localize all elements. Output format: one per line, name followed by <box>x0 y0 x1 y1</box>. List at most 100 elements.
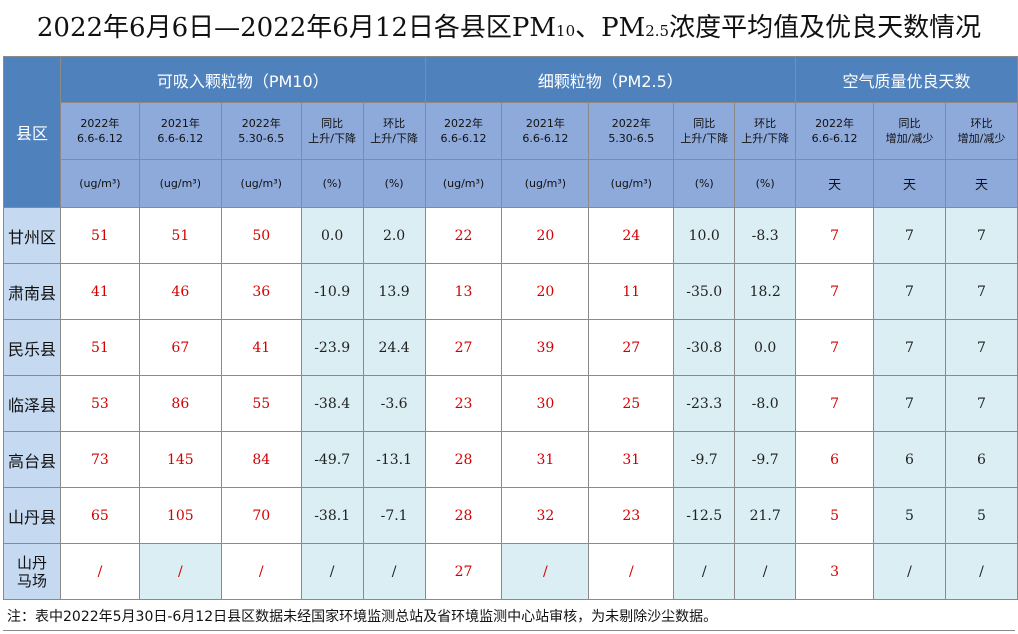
header-pm25-unit-1: (ug/m³) <box>501 159 590 208</box>
value-cell: / <box>588 543 675 600</box>
value-cell: 5 <box>944 487 1018 544</box>
county-line1: 山丹 <box>16 553 47 572</box>
header-pm25-unit-0: (ug/m³) <box>424 159 503 208</box>
header-pm10-unit-1: (ug/m³) <box>138 159 222 208</box>
header-days-col-0: 2022年 6.6-6.12 <box>795 102 875 160</box>
value-cell: / <box>362 543 426 600</box>
header-group-row: 县区 可吸入颗粒物（PM10） 细颗粒物（PM2.5） 空气质量优良天数 <box>3 56 1018 208</box>
header-pm25-col-0: 2022年 6.6-6.12 <box>424 102 503 160</box>
header-pm25-col-3-line2: 上升/下降 <box>680 132 729 145</box>
value-cell: 39 <box>501 319 590 376</box>
value-cell: 6 <box>795 431 875 488</box>
header-group-pm25: 细颗粒物（PM2.5） <box>424 56 797 103</box>
value-cell: -49.7 <box>300 431 364 488</box>
title-separator: 、PM <box>575 13 646 43</box>
header-pm25-col-2: 2022年 5.30-6.5 <box>588 102 675 160</box>
header-pm10-unit-4: (%) <box>362 159 426 208</box>
value-cell: 36 <box>220 263 302 320</box>
value-cell: -8.0 <box>734 375 797 432</box>
value-cell: 7 <box>795 207 875 264</box>
value-cell: 31 <box>501 431 590 488</box>
value-cell: / <box>673 543 736 600</box>
value-cell: 20 <box>501 207 590 264</box>
value-cell: -38.4 <box>300 375 364 432</box>
value-cell: 13 <box>424 263 503 320</box>
value-cell: 0.0 <box>300 207 364 264</box>
value-cell: 22 <box>424 207 503 264</box>
value-cell: -10.9 <box>300 263 364 320</box>
header-pm25-col-1: 2021年 6.6-6.12 <box>501 102 590 160</box>
county-cell: 甘州区 <box>3 207 61 264</box>
value-cell: 7 <box>944 207 1018 264</box>
value-cell: 7 <box>944 319 1018 376</box>
value-cell: 86 <box>138 375 222 432</box>
value-cell: -30.8 <box>673 319 736 376</box>
header-pm10-col-1: 2021年 6.6-6.12 <box>138 102 222 160</box>
value-cell: -9.7 <box>673 431 736 488</box>
value-cell: 24.4 <box>362 319 426 376</box>
value-cell: / <box>873 543 946 600</box>
header-pm25-col-3: 同比上升/下降 <box>673 102 736 160</box>
table-row: 民乐县 51 67 41 -23.9 24.4 27 39 27 -30.8 0.0 7 7 7 <box>3 319 1018 376</box>
value-cell: -13.1 <box>362 431 426 488</box>
value-cell: 2.0 <box>362 207 426 264</box>
header-group-good-days: 空气质量优良天数 <box>795 56 1018 103</box>
header-pm25-col-3-line1: 同比 <box>693 117 716 130</box>
header-pm25-col-2-line1: 2022年 <box>611 117 651 130</box>
header-pm25-unit-3: (%) <box>673 159 736 208</box>
value-cell: 7 <box>873 263 946 320</box>
header-pm10-col-1-line2: 6.6-6.12 <box>157 132 204 145</box>
value-cell: 7 <box>873 319 946 376</box>
value-cell: -38.1 <box>300 487 364 544</box>
header-days-unit-1: 天 <box>873 159 946 208</box>
value-cell: 65 <box>59 487 140 544</box>
value-cell: / <box>59 543 140 600</box>
value-cell: 7 <box>944 375 1018 432</box>
header-pm10-col-4-line1: 环比 <box>383 117 406 130</box>
value-cell: / <box>138 543 222 600</box>
value-cell: 24 <box>588 207 675 264</box>
value-cell: -23.9 <box>300 319 364 376</box>
table-row: 山丹 马场 / / / //27// //3// <box>3 543 1018 600</box>
value-cell: 28 <box>424 431 503 488</box>
header-pm25-col-4-line1: 环比 <box>754 117 777 130</box>
value-cell: 7 <box>944 263 1018 320</box>
header-pm10-col-1-line1: 2021年 <box>160 117 200 130</box>
title-rest: 浓度平均值及优良天数情况 <box>669 13 982 43</box>
header-unit-row: (ug/m³) (ug/m³) (ug/m³) (%) (%) (ug/m³) (ug/m³… <box>4 159 1018 208</box>
table-row: 临泽县 53 86 55 -38.4 -3.6 23 30 25 -23.3 -8.0 7 7 7 <box>3 375 1018 432</box>
header-pm10-col-0: 2022年 6.6-6.12 <box>59 102 140 160</box>
value-cell: / <box>944 543 1018 600</box>
header-days-col-1-line2: 增加/减少 <box>885 132 934 145</box>
value-cell: 70 <box>220 487 302 544</box>
value-cell: -12.5 <box>673 487 736 544</box>
value-cell: 7 <box>795 375 875 432</box>
value-cell: 51 <box>59 207 140 264</box>
value-cell: 10.0 <box>673 207 736 264</box>
county-cell: 山丹县 <box>3 487 61 544</box>
header-pm25-col-2-line2: 5.30-6.5 <box>608 132 655 145</box>
header-pm10-col-0-line1: 2022年 <box>80 117 120 130</box>
value-cell: 31 <box>588 431 675 488</box>
value-cell: 7 <box>873 207 946 264</box>
value-cell: 6 <box>944 431 1018 488</box>
value-cell: / <box>300 543 364 600</box>
header-pm10-col-0-line2: 6.6-6.12 <box>76 132 123 145</box>
value-cell: 32 <box>501 487 590 544</box>
title-pm25-subscript: 2.5 <box>645 22 670 40</box>
value-cell: 3 <box>795 543 875 600</box>
header-days-unit-0: 天 <box>795 159 875 208</box>
header-pm10-unit-0: (ug/m³) <box>59 159 140 208</box>
value-cell: 18.2 <box>734 263 797 320</box>
header-group-pm10: 可吸入颗粒物（PM10） <box>59 56 426 103</box>
header-pm25-unit-2: (ug/m³) <box>588 159 675 208</box>
header-pm10-col-4-line2: 上升/下降 <box>370 132 418 145</box>
value-cell: 73 <box>59 431 140 488</box>
header-days-col-0-line2: 6.6-6.12 <box>811 132 858 145</box>
value-cell: 27 <box>424 319 503 376</box>
value-cell: 11 <box>588 263 675 320</box>
header-pm25-col-0-line2: 6.6-6.12 <box>440 132 487 145</box>
value-cell: 27 <box>588 319 675 376</box>
value-cell: -3.6 <box>362 375 426 432</box>
value-cell: 46 <box>138 263 222 320</box>
